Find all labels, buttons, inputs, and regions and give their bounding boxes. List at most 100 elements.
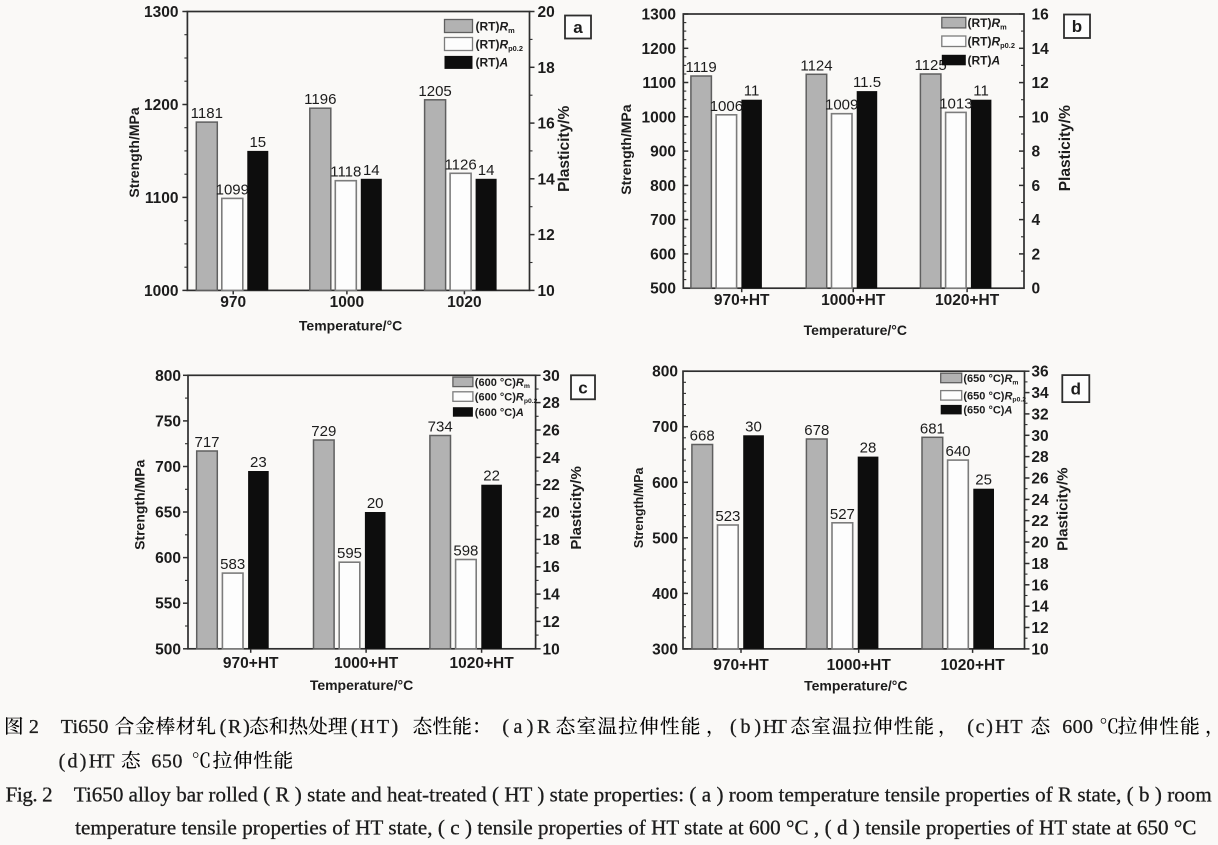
svg-text:10: 10 bbox=[543, 641, 560, 658]
svg-text:(RT)A: (RT)A bbox=[968, 53, 1001, 67]
svg-text:650: 650 bbox=[151, 750, 182, 772]
svg-text:30: 30 bbox=[543, 368, 560, 385]
svg-text:700: 700 bbox=[652, 419, 678, 436]
svg-text:12: 12 bbox=[1032, 75, 1049, 92]
svg-text:1118: 1118 bbox=[330, 164, 361, 181]
svg-text:26: 26 bbox=[543, 423, 561, 440]
svg-text:1000: 1000 bbox=[642, 109, 676, 126]
svg-text:600: 600 bbox=[155, 550, 181, 567]
svg-text:970+HT: 970+HT bbox=[714, 292, 770, 309]
svg-text:(a): (a) bbox=[502, 716, 533, 738]
svg-text:(650 °C)A: (650 °C)A bbox=[963, 405, 1012, 417]
svg-text:Temperature/°C: Temperature/°C bbox=[310, 677, 413, 693]
svg-text:700: 700 bbox=[155, 459, 181, 476]
svg-text:681: 681 bbox=[920, 420, 945, 437]
svg-text:Fig. 2: Fig. 2 bbox=[6, 783, 53, 807]
svg-text:HT: HT bbox=[89, 750, 115, 772]
svg-text:1020+HT: 1020+HT bbox=[449, 655, 514, 672]
svg-text:(d): (d) bbox=[59, 750, 87, 772]
svg-text:22: 22 bbox=[483, 468, 500, 485]
svg-text:Strength/MPa: Strength/MPa bbox=[632, 466, 646, 548]
svg-text:28: 28 bbox=[543, 395, 561, 412]
svg-text:c: c bbox=[578, 378, 587, 397]
svg-text:12: 12 bbox=[1031, 620, 1048, 637]
svg-text:18: 18 bbox=[538, 60, 556, 77]
svg-text:800: 800 bbox=[155, 368, 181, 385]
svg-text:668: 668 bbox=[690, 428, 715, 445]
svg-text:800: 800 bbox=[650, 178, 676, 195]
svg-text:1300: 1300 bbox=[144, 4, 178, 21]
svg-text:(RT)Rp0.2: (RT)Rp0.2 bbox=[968, 35, 1015, 51]
svg-text:1099: 1099 bbox=[216, 181, 249, 198]
svg-text:300: 300 bbox=[652, 641, 678, 658]
svg-text:23: 23 bbox=[250, 454, 267, 471]
svg-text:523: 523 bbox=[715, 508, 740, 525]
svg-text:Plasticity/%: Plasticity/% bbox=[1057, 105, 1074, 191]
svg-text:527: 527 bbox=[830, 506, 855, 523]
svg-text:Strength/MPa: Strength/MPa bbox=[126, 107, 142, 197]
svg-text:970+HT: 970+HT bbox=[223, 655, 279, 672]
svg-text:18: 18 bbox=[543, 532, 561, 549]
svg-text:2: 2 bbox=[29, 716, 39, 738]
svg-text:30: 30 bbox=[1031, 428, 1048, 445]
svg-text:HT: HT bbox=[763, 716, 787, 738]
svg-text:1020+HT: 1020+HT bbox=[935, 292, 1000, 309]
svg-text:Temperature/°C: Temperature/°C bbox=[804, 677, 907, 693]
svg-text:1000: 1000 bbox=[330, 294, 364, 311]
svg-text:22: 22 bbox=[543, 477, 560, 494]
svg-text:734: 734 bbox=[428, 419, 453, 436]
svg-text:28: 28 bbox=[1031, 449, 1049, 466]
svg-text:25: 25 bbox=[975, 472, 992, 489]
svg-text:(c): (c) bbox=[967, 716, 993, 738]
svg-text:(RT)Rm: (RT)Rm bbox=[968, 16, 1008, 32]
svg-text:900: 900 bbox=[650, 144, 676, 161]
svg-text:Plasticity/%: Plasticity/% bbox=[556, 106, 573, 192]
svg-text:400: 400 bbox=[652, 586, 678, 603]
svg-text:550: 550 bbox=[155, 596, 181, 613]
svg-text:11: 11 bbox=[744, 83, 760, 100]
svg-text:(650 °C)Rp0.2: (650 °C)Rp0.2 bbox=[963, 390, 1026, 403]
svg-text:4: 4 bbox=[1032, 212, 1041, 229]
svg-text:8: 8 bbox=[1032, 144, 1041, 161]
svg-text:10: 10 bbox=[1032, 109, 1049, 126]
svg-text:26: 26 bbox=[1031, 471, 1049, 488]
svg-text:1124: 1124 bbox=[800, 57, 832, 74]
svg-text:(R): (R) bbox=[220, 716, 250, 738]
svg-text:678: 678 bbox=[804, 422, 829, 439]
svg-text:24: 24 bbox=[543, 450, 561, 467]
svg-text:500: 500 bbox=[652, 530, 678, 547]
svg-text:1009: 1009 bbox=[825, 97, 858, 114]
svg-text:(RT)A: (RT)A bbox=[476, 56, 509, 70]
svg-text:20: 20 bbox=[538, 4, 555, 21]
svg-text:10: 10 bbox=[1031, 641, 1048, 658]
svg-text:b: b bbox=[1072, 17, 1082, 36]
svg-text:20: 20 bbox=[1031, 535, 1048, 552]
svg-text:15: 15 bbox=[249, 134, 266, 151]
svg-text:717: 717 bbox=[194, 434, 219, 451]
svg-text:700: 700 bbox=[650, 212, 676, 229]
svg-text:6: 6 bbox=[1032, 178, 1041, 195]
svg-text:1006: 1006 bbox=[710, 98, 743, 115]
svg-text:729: 729 bbox=[311, 423, 336, 440]
svg-text:32: 32 bbox=[1031, 406, 1048, 423]
svg-text:1100: 1100 bbox=[642, 75, 676, 92]
svg-text:20: 20 bbox=[367, 495, 384, 512]
svg-text:14: 14 bbox=[1032, 41, 1050, 58]
svg-text:(RT)Rm: (RT)Rm bbox=[476, 19, 516, 35]
svg-text:500: 500 bbox=[155, 641, 181, 658]
svg-text:(650 °C)Rm: (650 °C)Rm bbox=[963, 373, 1018, 386]
svg-text:600: 600 bbox=[1062, 716, 1093, 738]
svg-text:1020: 1020 bbox=[447, 294, 481, 311]
svg-text:16: 16 bbox=[1032, 7, 1050, 24]
svg-text:34: 34 bbox=[1031, 385, 1049, 402]
svg-text:temperature tensile properties: temperature tensile properties of HT sta… bbox=[75, 815, 1196, 839]
svg-text:R: R bbox=[537, 716, 551, 738]
svg-text:Temperature/°C: Temperature/°C bbox=[804, 322, 907, 338]
svg-text:16: 16 bbox=[1031, 577, 1049, 594]
svg-text:a: a bbox=[573, 18, 583, 37]
svg-text:1100: 1100 bbox=[145, 190, 179, 207]
svg-text:Plasticity/%: Plasticity/% bbox=[1055, 468, 1072, 551]
svg-text:750: 750 bbox=[155, 413, 181, 430]
svg-text:11: 11 bbox=[973, 83, 989, 100]
svg-text:1300: 1300 bbox=[642, 7, 676, 24]
